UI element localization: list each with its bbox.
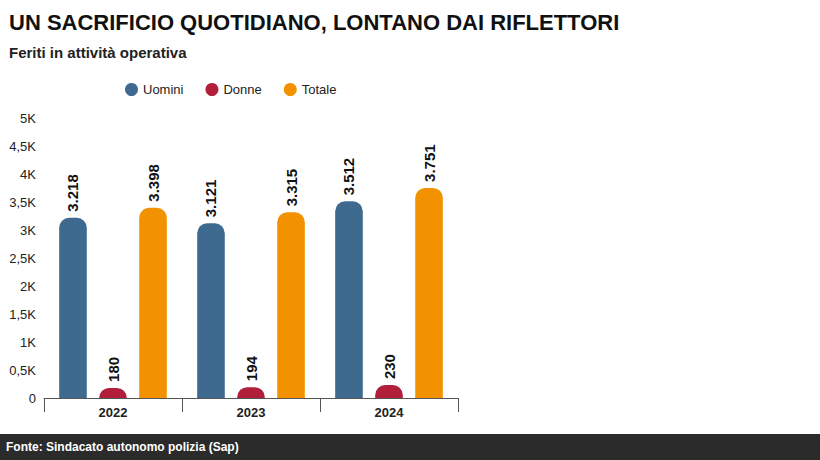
svg-text:3.751: 3.751	[421, 144, 438, 182]
svg-text:2024: 2024	[375, 405, 405, 420]
svg-text:3K: 3K	[20, 223, 36, 238]
svg-text:180: 180	[105, 357, 122, 382]
svg-text:230: 230	[381, 354, 398, 379]
svg-text:2K: 2K	[20, 279, 36, 294]
svg-text:4K: 4K	[20, 167, 36, 182]
svg-text:2,5K: 2,5K	[9, 251, 36, 266]
svg-text:UN SACRIFICIO QUOTIDIANO, LONT: UN SACRIFICIO QUOTIDIANO, LONTANO DAI RI…	[9, 10, 619, 35]
svg-text:Feriti in attività operativa: Feriti in attività operativa	[9, 44, 187, 61]
svg-text:0: 0	[29, 391, 36, 406]
svg-text:2022: 2022	[99, 405, 128, 420]
svg-text:Uomini: Uomini	[143, 82, 184, 97]
svg-text:194: 194	[243, 355, 260, 381]
svg-text:1,5K: 1,5K	[9, 307, 36, 322]
svg-text:1K: 1K	[20, 335, 36, 350]
svg-text:2023: 2023	[237, 405, 266, 420]
svg-text:Totale: Totale	[302, 82, 337, 97]
svg-text:3.315: 3.315	[283, 169, 300, 207]
svg-text:4,5K: 4,5K	[9, 139, 36, 154]
svg-text:3.218: 3.218	[64, 174, 81, 212]
svg-text:Fonte: Sindacato autonomo poli: Fonte: Sindacato autonomo polizia (Sap)	[6, 440, 239, 454]
svg-text:3.121: 3.121	[202, 180, 219, 218]
svg-text:5K: 5K	[20, 111, 36, 126]
svg-text:3.512: 3.512	[340, 158, 357, 196]
svg-text:3,5K: 3,5K	[9, 195, 36, 210]
svg-text:3.398: 3.398	[145, 164, 162, 202]
svg-text:0,5K: 0,5K	[9, 363, 36, 378]
svg-text:Donne: Donne	[223, 82, 261, 97]
